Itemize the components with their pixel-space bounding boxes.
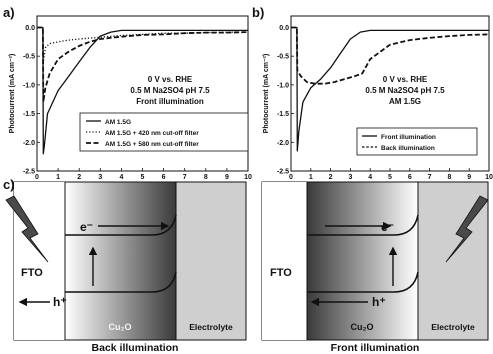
electrolyte-label: Electrolyte — [431, 322, 475, 332]
chart-b-xtick-label: 2 — [329, 174, 333, 181]
fto-layer — [14, 182, 65, 340]
chart-b-ytick-label: -2.5 — [277, 169, 289, 176]
cu2o-layer — [306, 181, 419, 341]
legend-a-item-3: AM 1.5G + 580 nm cut-off filter — [105, 141, 199, 148]
chart-a-xtick-label: 9 — [225, 174, 229, 181]
panel-a: a) 0.0-0.5-1.0-1.5-2.0-2.5012345678910Ti… — [3, 5, 252, 190]
conduction-band — [65, 214, 177, 236]
hole-label: h⁺ — [372, 295, 386, 309]
chart-a-xtick-label: 6 — [162, 174, 166, 181]
annotation-b-line3: AM 1.5G — [389, 97, 421, 106]
chart-a-ytick-label: 0.0 — [25, 25, 35, 32]
chart-a-xtick-label: 10 — [244, 174, 252, 181]
chart-a-series-2 — [37, 26, 248, 63]
chart-a-xtick-label: 1 — [56, 174, 60, 181]
legend-b: Front illumination Back illumination — [356, 127, 478, 156]
schematic-back-illumination: e⁻ h⁺ FTO Cu₂O Electrolyte Back illumina… — [5, 181, 247, 354]
annotation-a-line3: Front illumination — [136, 97, 204, 106]
electrolyte-label: Electrolyte — [189, 322, 233, 332]
schematic-front-illumination: e⁻ h⁺ FTO Cu₂O Electrolyte Front illumin… — [261, 181, 489, 354]
legend-a: AM 1.5G AM 1.5G + 420 nm cut-off filter … — [79, 112, 249, 152]
annotation-b-line1: 0 V vs. RHE — [383, 75, 428, 84]
chart-b-ytick-label: -1.5 — [277, 111, 289, 118]
chart-b-ytick-label: -1.0 — [277, 82, 289, 89]
chart-a-xtick-label: 5 — [141, 174, 145, 181]
chart-b-ytick-label: 0.0 — [279, 25, 289, 32]
valence-band — [307, 271, 419, 293]
electron-label: e⁻ — [80, 220, 93, 234]
chart-b-xtick-label: 0 — [289, 174, 293, 181]
chart-b-series-1 — [291, 26, 489, 152]
legend-a-item-1: AM 1.5G — [105, 119, 131, 126]
panel-a-label: a) — [3, 5, 15, 20]
chart-a-ytick-label: -2.5 — [23, 169, 35, 176]
chart-b: 0.0-0.5-1.0-1.5-2.0-2.5012345678910Time … — [263, 15, 493, 190]
chart-a-xtick-label: 3 — [98, 174, 102, 181]
annotation-a-line1: 0 V vs. RHE — [148, 75, 193, 84]
chart-b-ytick-label: -2.0 — [277, 140, 289, 147]
chart-b-xtick-label: 3 — [348, 174, 352, 181]
caption-front-illumination: Front illumination — [331, 342, 420, 354]
legend-a-box — [79, 112, 249, 152]
chart-b-ylabel: Photocurrent (mA cm⁻²) — [263, 54, 270, 134]
chart-a-ytick-label: -0.5 — [23, 54, 35, 61]
annotation-a: 0 V vs. RHE 0.5 M Na2SO4 pH 7.5 Front il… — [130, 75, 210, 106]
chart-b-xtick-label: 8 — [447, 174, 451, 181]
chart-a-xtick-label: 0 — [35, 174, 39, 181]
chart-b-xtick-label: 7 — [428, 174, 432, 181]
panel-b-label: b) — [252, 5, 264, 20]
chart-a-xtick-label: 7 — [183, 174, 187, 181]
caption-back-illumination: Back illumination — [92, 342, 179, 354]
annotation-b: 0 V vs. RHE 0.5 M Na2SO4 pH 7.5 AM 1.5G — [365, 75, 445, 106]
panel-b: b) 0.0-0.5-1.0-1.5-2.0-2.5012345678910Ti… — [252, 5, 493, 190]
chart-b-ytick-label: -0.5 — [277, 54, 289, 61]
chart-a-series-3 — [37, 26, 249, 103]
legend-a-item-2: AM 1.5G + 420 nm cut-off filter — [105, 130, 199, 137]
cu2o-layer — [64, 181, 177, 341]
chart-b-series-2 — [291, 26, 490, 85]
chart-b-xtick-label: 9 — [467, 174, 471, 181]
chart-b-xtick-label: 10 — [485, 174, 493, 181]
chart-a-xtick-label: 4 — [119, 174, 123, 181]
cu2o-label: Cu₂O — [109, 322, 132, 332]
panel-c: c) e⁻ h⁺ FTO Cu₂O Electrolyte Back illum… — [3, 177, 489, 354]
electron-label: e⁻ — [381, 220, 394, 234]
chart-a-ytick-label: -2.0 — [23, 140, 35, 147]
fto-label: FTO — [270, 267, 292, 279]
panel-c-label: c) — [3, 177, 15, 192]
chart-b-xtick-label: 4 — [368, 174, 372, 181]
chart-a: 0.0-0.5-1.0-1.5-2.0-2.5012345678910Time … — [9, 15, 252, 190]
annotation-a-line2: 0.5 M Na2SO4 pH 7.5 — [130, 86, 210, 95]
lightning-bolt-icon — [445, 195, 489, 263]
chart-b-xtick-label: 1 — [309, 174, 313, 181]
electrolyte-layer — [175, 181, 247, 341]
fto-label: FTO — [21, 267, 43, 279]
chart-a-xtick-label: 8 — [204, 174, 208, 181]
lightning-bolt-icon — [5, 195, 49, 263]
valence-band — [65, 271, 177, 293]
legend-b-item-2: Back illumination — [381, 145, 435, 152]
conduction-band — [307, 214, 419, 236]
chart-a-ytick-label: -1.5 — [23, 111, 35, 118]
chart-b-xtick-label: 5 — [388, 174, 392, 181]
chart-a-ylabel: Photocurrent (mA cm⁻²) — [9, 54, 16, 134]
chart-a-series-1 — [37, 26, 248, 155]
annotation-b-line2: 0.5 M Na2SO4 pH 7.5 — [365, 86, 445, 95]
legend-b-box — [356, 127, 478, 156]
fto-layer — [262, 182, 307, 340]
legend-b-item-1: Front illumination — [381, 134, 436, 141]
chart-a-xtick-label: 2 — [77, 174, 81, 181]
cu2o-label: Cu₂O — [351, 322, 374, 332]
hole-label: h⁺ — [53, 295, 67, 309]
chart-a-ytick-label: -1.0 — [23, 82, 35, 89]
chart-b-xtick-label: 6 — [408, 174, 412, 181]
